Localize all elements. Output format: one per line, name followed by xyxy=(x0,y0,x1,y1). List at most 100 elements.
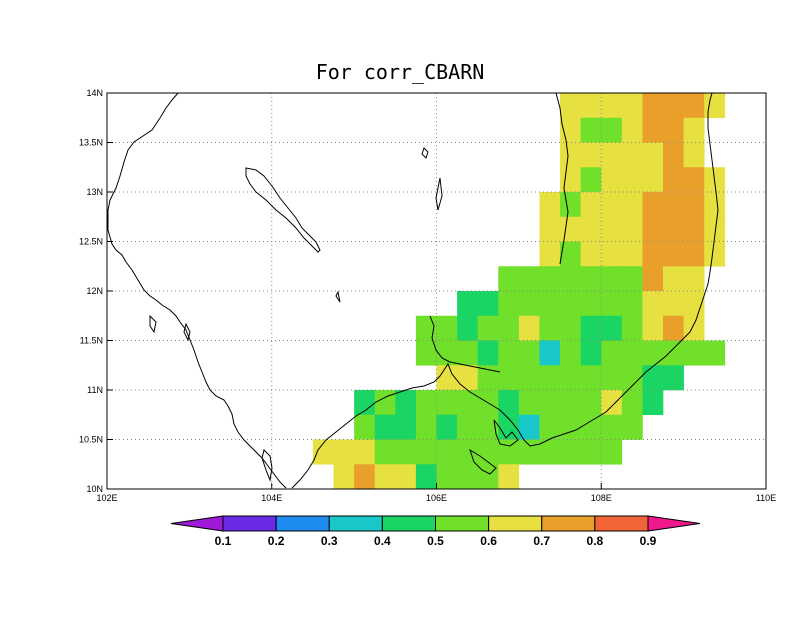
data-cell xyxy=(539,439,561,465)
coastline-island-1 xyxy=(421,147,429,159)
data-cell xyxy=(642,340,664,366)
data-cell xyxy=(457,464,478,490)
data-cell xyxy=(560,291,581,317)
data-cell xyxy=(642,167,664,193)
data-cell xyxy=(580,266,602,292)
data-cell xyxy=(457,390,478,416)
data-cell xyxy=(539,365,561,391)
colorbar-swatch xyxy=(488,515,543,532)
data-cell xyxy=(457,439,478,465)
data-cell xyxy=(642,291,664,317)
data-cell xyxy=(621,266,643,292)
data-cell xyxy=(601,266,623,292)
data-cell xyxy=(415,414,437,440)
data-cell xyxy=(601,142,623,168)
data-cell xyxy=(580,117,602,143)
data-cell xyxy=(683,167,705,193)
data-cell xyxy=(642,117,664,143)
data-cell xyxy=(539,414,561,440)
data-cell xyxy=(601,216,623,242)
data-cell xyxy=(436,390,458,416)
data-cell xyxy=(457,315,478,341)
data-cell xyxy=(539,192,561,218)
colorbar-swatch xyxy=(594,515,649,532)
data-cell xyxy=(704,216,726,242)
data-cell xyxy=(704,192,726,218)
data-cell xyxy=(374,414,396,440)
data-cell xyxy=(704,340,726,366)
data-cell xyxy=(560,266,581,292)
data-cell xyxy=(415,439,437,465)
data-cell xyxy=(663,315,684,341)
data-cell xyxy=(663,117,684,143)
data-cell xyxy=(539,390,561,416)
data-cell xyxy=(683,315,705,341)
coastline-inner-bay xyxy=(555,92,569,265)
data-cell xyxy=(601,291,623,317)
data-cell xyxy=(457,414,478,440)
data-cell xyxy=(477,365,499,391)
map-title: For corr_CBARN xyxy=(315,60,485,84)
data-cell xyxy=(621,340,643,366)
data-cell xyxy=(457,365,478,391)
coastline-island-5 xyxy=(149,314,157,334)
colorbar-swatch xyxy=(381,515,436,532)
coastline-island-3 xyxy=(335,290,341,303)
data-cell xyxy=(415,390,437,416)
data-cell xyxy=(457,340,478,366)
data-cell xyxy=(560,167,581,193)
data-cell xyxy=(560,192,581,218)
y-tick-label: 10.5N xyxy=(79,435,103,445)
data-cell xyxy=(354,414,376,440)
colorbar: 0.1 0.2 0.3 0.4 0.5 0.6 0.7 0.8 0.9 xyxy=(170,515,701,548)
data-cell xyxy=(580,93,602,119)
y-tick-label: 13N xyxy=(86,187,103,197)
data-cell xyxy=(601,365,623,391)
data-cell xyxy=(333,439,355,465)
data-cell xyxy=(663,241,684,267)
data-cell xyxy=(395,439,417,465)
data-cell xyxy=(642,266,664,292)
data-cell xyxy=(560,390,581,416)
data-cell xyxy=(436,340,458,366)
data-cell xyxy=(498,365,520,391)
colorbar-label: 0.4 xyxy=(374,534,391,548)
data-cell xyxy=(683,340,705,366)
colorbar-label: 0.9 xyxy=(640,534,657,548)
data-cell xyxy=(498,291,520,317)
data-cell xyxy=(436,464,458,490)
data-cell xyxy=(498,390,520,416)
y-tick-label: 14N xyxy=(86,88,103,98)
x-tick-label: 102E xyxy=(96,493,117,503)
data-cell xyxy=(642,93,664,119)
data-cell xyxy=(518,390,540,416)
data-cell xyxy=(436,315,458,341)
data-cell xyxy=(560,414,581,440)
data-cell xyxy=(580,365,602,391)
colorbar-label: 0.1 xyxy=(215,534,232,548)
data-cell xyxy=(642,142,664,168)
y-tick-label: 10N xyxy=(86,484,103,494)
data-cell xyxy=(642,216,664,242)
data-cell xyxy=(663,291,684,317)
data-cell xyxy=(601,192,623,218)
colorbar-swatch xyxy=(435,515,490,532)
data-cell xyxy=(601,167,623,193)
y-tick-label: 13.5N xyxy=(79,138,103,148)
data-cell xyxy=(663,340,684,366)
data-cell xyxy=(477,340,499,366)
x-tick-label: 108E xyxy=(591,493,612,503)
colorbar-swatch xyxy=(275,515,330,532)
data-cell xyxy=(580,216,602,242)
data-cell xyxy=(415,464,437,490)
colorbar-swatch xyxy=(328,515,383,532)
colorbar-label: 0.5 xyxy=(427,534,444,548)
data-cell xyxy=(395,390,417,416)
colorbar-right-arrow xyxy=(647,515,701,532)
colorbar-label: 0.8 xyxy=(587,534,604,548)
y-axis-ticks: 10N 10.5N 11N 11.5N 12N 12.5N 13N 13.5N 14N xyxy=(79,88,113,494)
data-cell xyxy=(560,439,581,465)
data-cell xyxy=(436,439,458,465)
coastline-lake xyxy=(245,167,321,253)
